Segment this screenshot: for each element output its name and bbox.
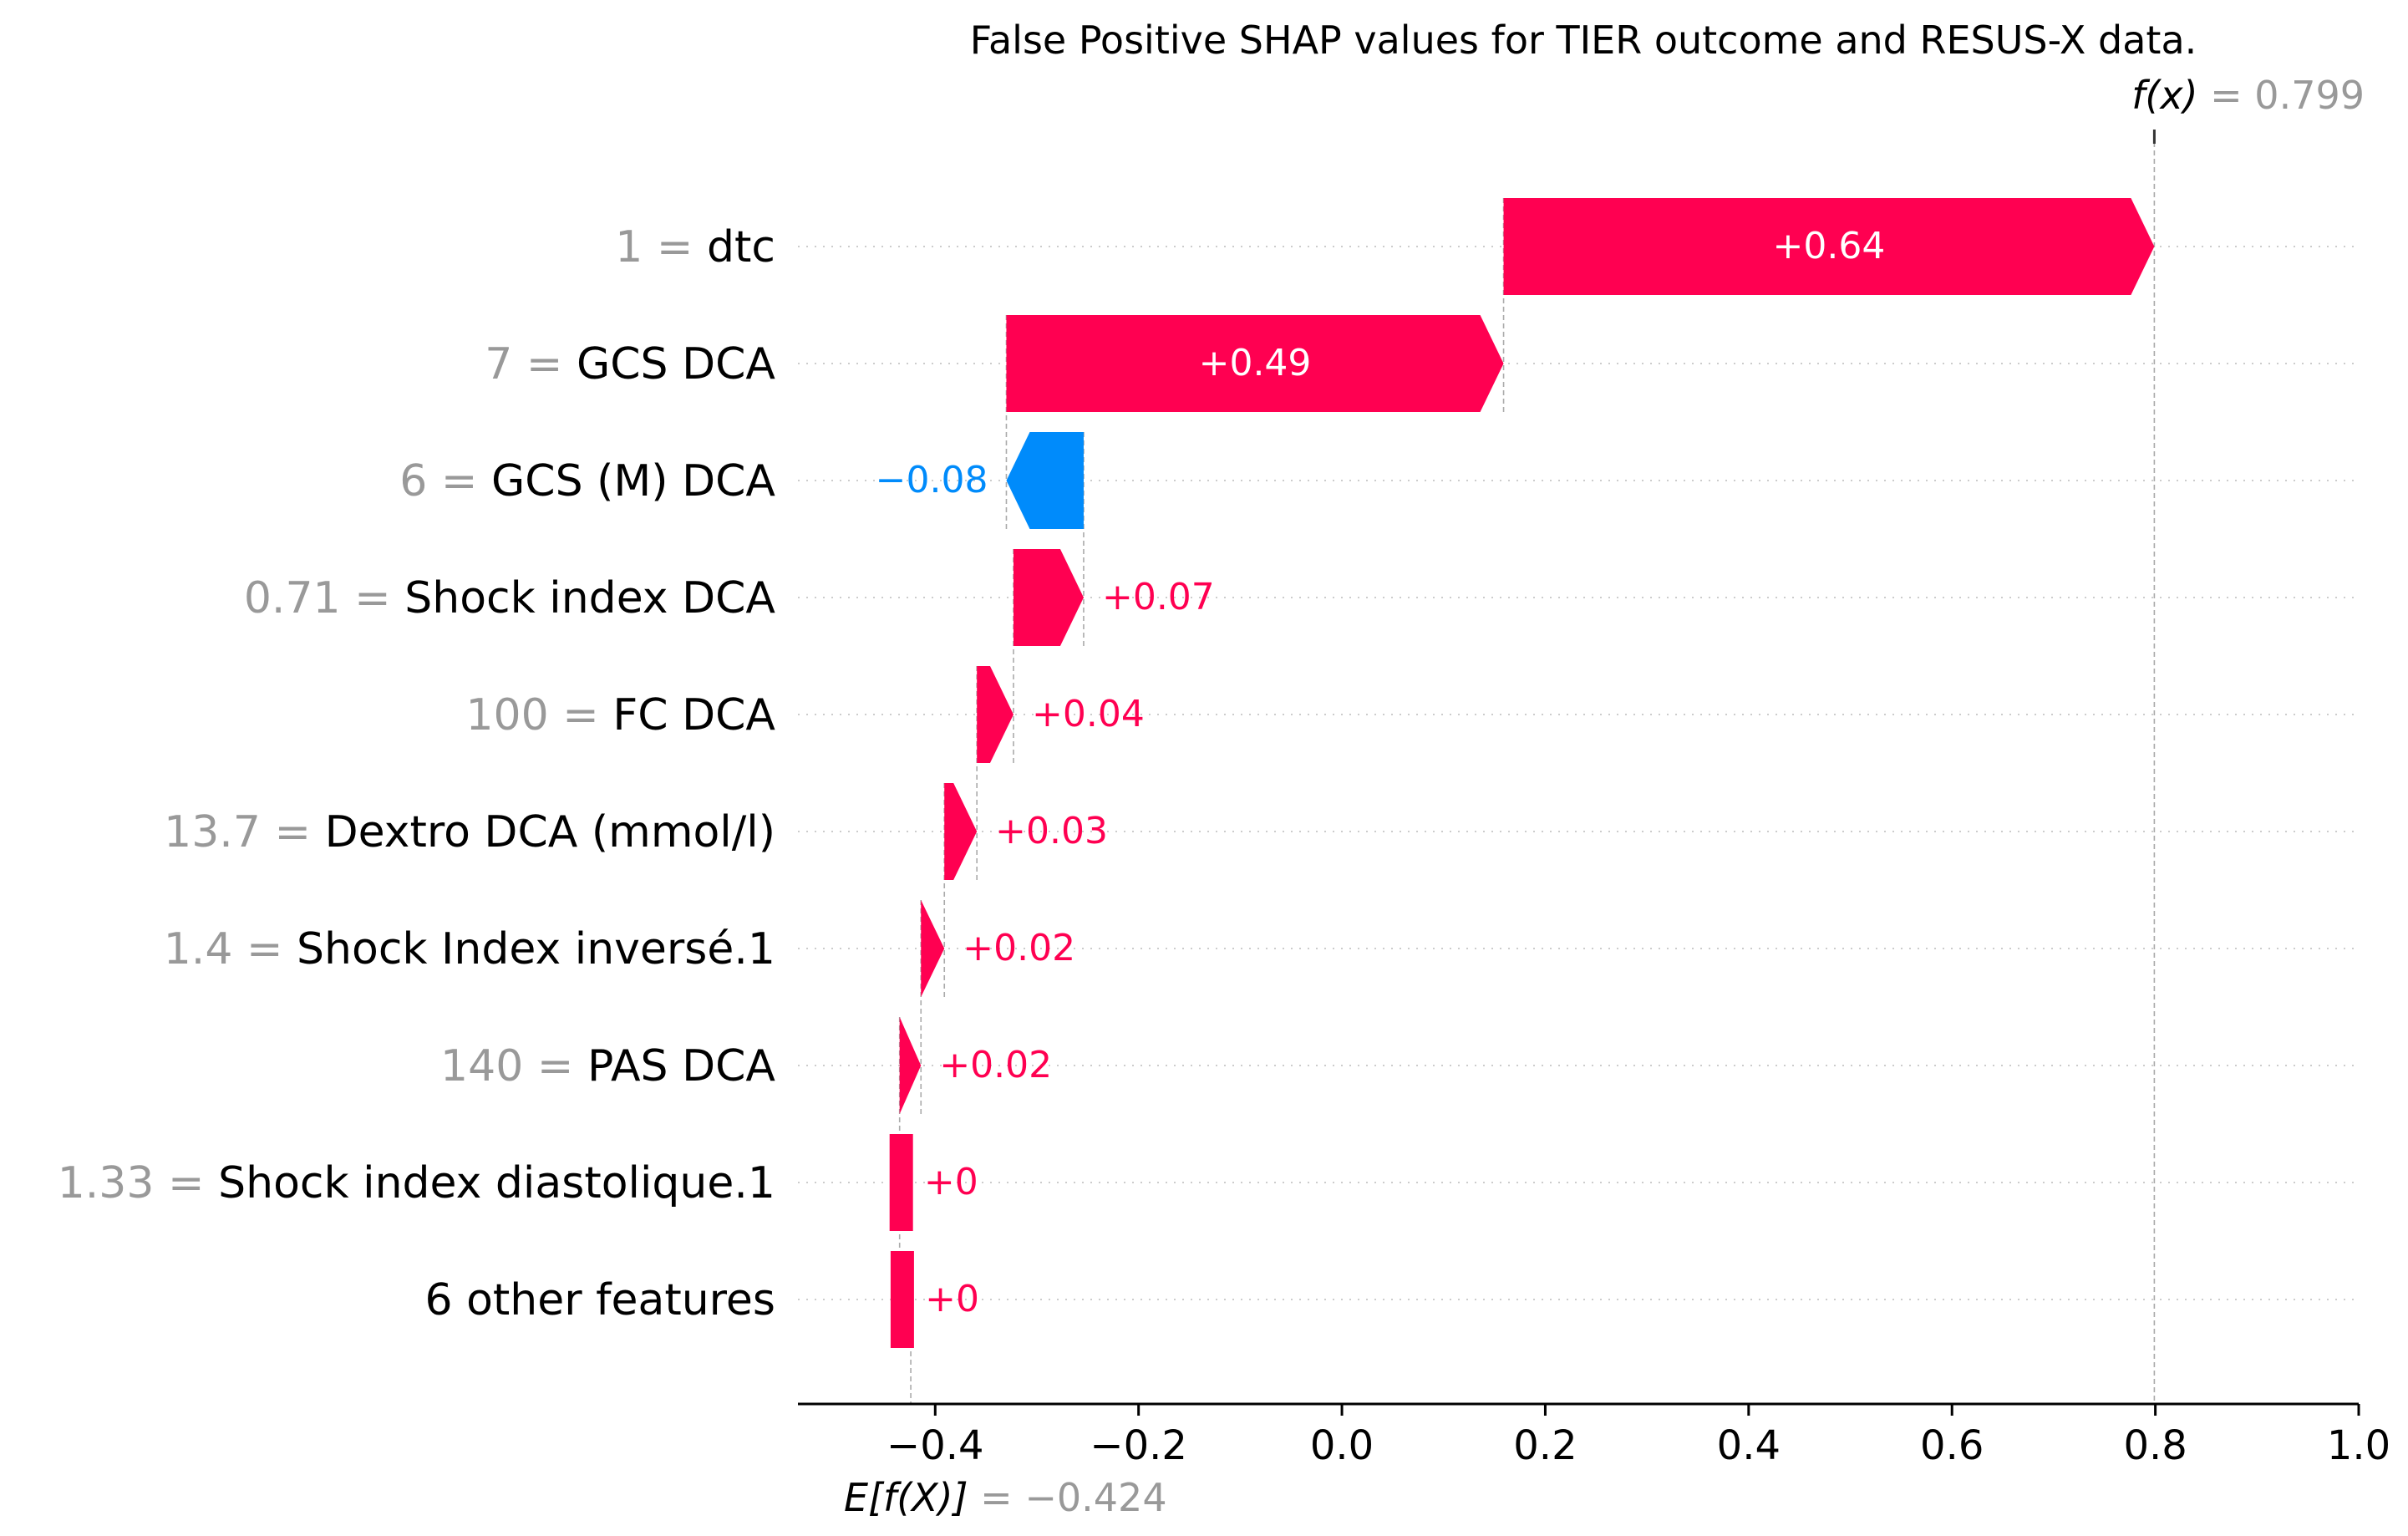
bar-value-label: −0.08 xyxy=(876,459,988,501)
bar-value-label: +0.03 xyxy=(995,810,1108,852)
feature-value: 13.7 = xyxy=(164,807,324,857)
x-tick-label: 0.8 xyxy=(2123,1422,2187,1469)
bar-value-label: +0.04 xyxy=(1032,693,1145,735)
bar-value-label: +0 xyxy=(924,1161,978,1203)
feature-value: 7 = xyxy=(485,339,577,389)
feature-label: 1.33 = Shock index diastolique.1 xyxy=(58,1158,775,1208)
bar-value-label: +0.02 xyxy=(939,1044,1052,1086)
base-annotation: E[f(X)] = −0.424 xyxy=(844,1475,1167,1520)
annotations: f(x) = 0.799 E[f(X)] = −0.424 xyxy=(844,73,2365,1520)
feature-label: 100 = FC DCA xyxy=(465,690,775,740)
feature-name: FC DCA xyxy=(612,690,775,740)
feature-name: dtc xyxy=(707,222,775,272)
bar xyxy=(977,666,1013,763)
feature-value: 100 = xyxy=(465,690,612,740)
x-tick-label: 0.0 xyxy=(1310,1422,1374,1469)
feature-label: 13.7 = Dextro DCA (mmol/l) xyxy=(164,807,775,857)
feature-name: 6 other features xyxy=(424,1275,775,1325)
x-axis: −0.4 −0.2 0.0 0.2 0.4 0.6 0.8 1.0 xyxy=(798,1402,2390,1469)
bars xyxy=(889,198,2155,1348)
base-value: = −0.424 xyxy=(968,1475,1167,1520)
x-tick-label: 0.6 xyxy=(1920,1422,1984,1469)
feature-value: 1.4 = xyxy=(164,924,297,974)
base-label: E[f(X)] xyxy=(844,1475,968,1520)
feature-value: 140 = xyxy=(440,1041,587,1091)
feature-label: 140 = PAS DCA xyxy=(440,1041,775,1091)
bar xyxy=(1503,198,2155,295)
bar xyxy=(1006,432,1084,529)
chart-title: False Positive SHAP values for TIER outc… xyxy=(970,18,2197,63)
bar xyxy=(1006,315,1504,412)
feature-labels: 1 = dtc 7 = GCS DCA 6 = GCS (M) DCA 0.71 = … xyxy=(58,222,776,1325)
fx-label: f(x) xyxy=(2131,73,2197,118)
feature-label: 6 other features xyxy=(424,1275,775,1325)
bar xyxy=(944,783,978,880)
fx-annotation: f(x) = 0.799 xyxy=(2131,73,2365,118)
bar xyxy=(889,1134,913,1231)
bar-value-label: +0.02 xyxy=(963,927,1075,969)
bar-value-labels: +0.64 +0.49 −0.08 +0.07 +0.04 +0.03 +0.02 +0.02… xyxy=(876,225,1886,1320)
feature-value: 0.71 = xyxy=(244,573,404,623)
bar xyxy=(890,1251,914,1348)
x-tick-label: 0.4 xyxy=(1717,1422,1781,1469)
feature-name: Shock Index inversé.1 xyxy=(297,924,775,974)
feature-name: PAS DCA xyxy=(587,1041,775,1091)
bar-value-label: +0.07 xyxy=(1102,576,1215,618)
feature-label: 0.71 = Shock index DCA xyxy=(244,573,776,623)
feature-value: 1.33 = xyxy=(58,1158,218,1208)
bar-value-label: +0 xyxy=(925,1278,979,1320)
x-tick-label: 1.0 xyxy=(2327,1422,2390,1469)
fx-value: = 0.799 xyxy=(2198,73,2365,118)
feature-name: GCS DCA xyxy=(577,339,775,389)
feature-value: 6 = xyxy=(399,456,491,506)
feature-name: Shock index DCA xyxy=(404,573,775,623)
bar xyxy=(1013,549,1084,646)
feature-name: Dextro DCA (mmol/l) xyxy=(325,807,775,857)
bar-value-label: +0.64 xyxy=(1773,225,1886,267)
x-tick-label: −0.4 xyxy=(886,1422,984,1469)
feature-name: Shock index diastolique.1 xyxy=(218,1158,775,1208)
bar xyxy=(921,900,945,997)
x-tick-label: 0.2 xyxy=(1513,1422,1577,1469)
x-tick-label: −0.2 xyxy=(1090,1422,1187,1469)
feature-name: GCS (M) DCA xyxy=(491,456,775,506)
feature-label: 7 = GCS DCA xyxy=(485,339,775,389)
feature-label: 1.4 = Shock Index inversé.1 xyxy=(164,924,775,974)
feature-value: 1 = xyxy=(615,222,707,272)
feature-label: 6 = GCS (M) DCA xyxy=(399,456,775,506)
feature-label: 1 = dtc xyxy=(615,222,775,272)
bar xyxy=(899,1017,922,1114)
bar-value-label: +0.49 xyxy=(1199,342,1312,384)
